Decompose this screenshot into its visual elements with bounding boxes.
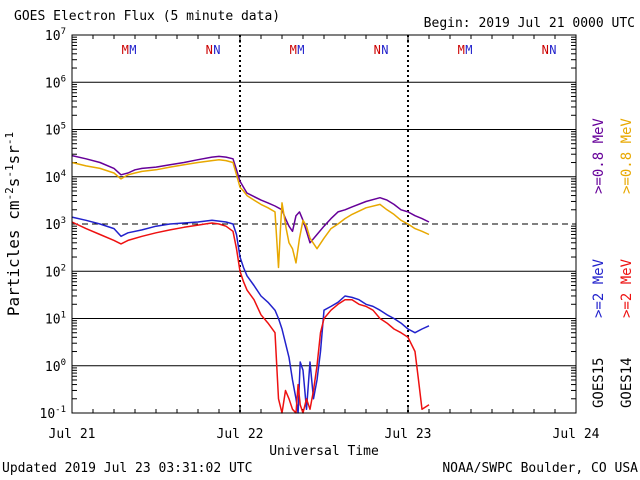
series-goes15-0-8-mev (71, 154, 430, 244)
legend: >=0.8 MeV >=0.8 MeV >=2 MeV >=2 MeV GOES15 GO… (591, 118, 635, 408)
marker-n: N (381, 43, 388, 57)
marker-m: M (122, 43, 129, 57)
marker-m: M (465, 43, 472, 57)
marker-n: N (549, 43, 556, 57)
y-tick-label: 104 (45, 169, 66, 186)
x-axis-label: Universal Time (269, 444, 379, 459)
x-tick-labels: Jul 21 Jul 22 Jul 23 Jul 24 (49, 427, 600, 442)
marker-m: M (129, 43, 136, 57)
updated-timestamp: Updated 2019 Jul 23 03:31:02 UTC (2, 461, 253, 476)
legend-goes14-2mev: >=2 MeV (619, 258, 635, 318)
legend-goes15-2mev: >=2 MeV (591, 258, 607, 318)
y-tick-label: 103 (45, 216, 66, 233)
series-goes15-2-mev (71, 216, 430, 414)
x-tick-label: Jul 22 (217, 427, 264, 442)
marker-n: N (206, 43, 213, 57)
series-goes14-2-mev (71, 221, 430, 414)
marker-m: M (290, 43, 297, 57)
y-tick-label: 102 (45, 263, 66, 280)
y-tick-label: 105 (45, 122, 66, 139)
axis-ticks (71, 35, 577, 413)
marker-m: M (297, 43, 304, 57)
marker-n: N (213, 43, 220, 57)
chart-title: GOES Electron Flux (5 minute data) (14, 9, 281, 24)
marker-n: N (374, 43, 381, 57)
begin-date: Begin: 2019 Jul 21 0000 UTC (423, 16, 635, 31)
legend-goes14-0.8mev: >=0.8 MeV (619, 118, 635, 194)
grid-lines (72, 35, 576, 413)
x-tick-label: Jul 24 (553, 427, 600, 442)
x-tick-label: Jul 23 (385, 427, 432, 442)
y-tick-label: 101 (45, 311, 66, 328)
marker-n: N (542, 43, 549, 57)
series-goes14-0-8-mev (71, 158, 430, 269)
data-series (71, 154, 430, 414)
y-axis-label: Particles cm-2s-1sr-1 (3, 132, 23, 316)
x-tick-label: Jul 21 (49, 427, 96, 442)
legend-goes15-label: GOES15 (591, 357, 607, 408)
y-tick-label: 100 (45, 358, 66, 375)
credit-text: NOAA/SWPC Boulder, CO USA (442, 461, 638, 476)
legend-goes14-label: GOES14 (619, 357, 635, 408)
y-tick-labels: 10-1 100 101 102 103 104 105 106 107 (40, 27, 67, 422)
y-tick-label: 107 (45, 27, 66, 44)
y-tick-label: 10-1 (40, 405, 67, 422)
marker-m: M (458, 43, 465, 57)
plot-frame (71, 34, 577, 414)
y-tick-label: 106 (45, 74, 66, 91)
legend-goes15-0.8mev: >=0.8 MeV (591, 118, 607, 194)
